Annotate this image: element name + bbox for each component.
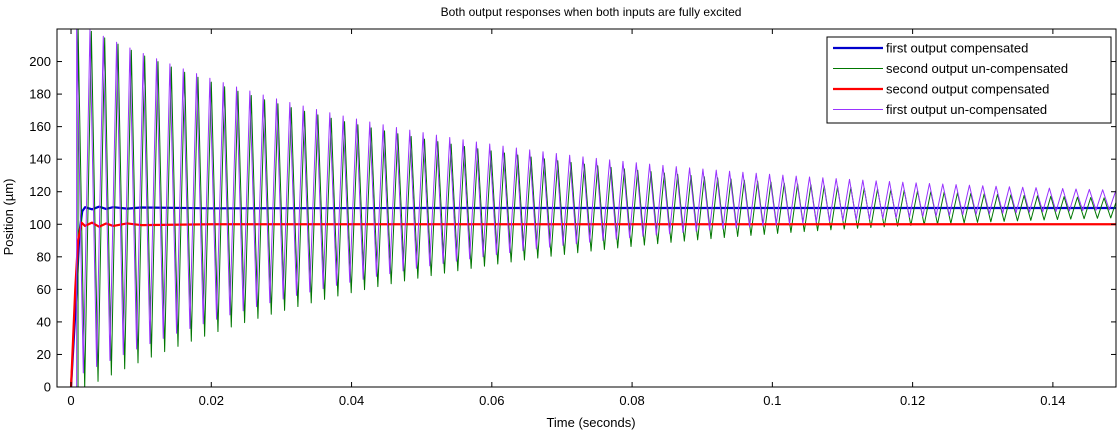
x-tick-label: 0.12 <box>900 393 925 408</box>
y-tick-label: 140 <box>29 152 51 167</box>
x-tick-label: 0 <box>67 393 74 408</box>
chart-title: Both output responses when both inputs a… <box>441 5 742 19</box>
y-tick-label: 100 <box>29 217 51 232</box>
legend-label: second output un-compensated <box>886 61 1068 76</box>
y-tick-label: 80 <box>37 249 51 264</box>
x-tick-label: 0.04 <box>339 393 364 408</box>
legend-label: first output compensated <box>886 41 1028 56</box>
legend-label: second output compensated <box>886 82 1049 97</box>
axes-box <box>56 28 1117 388</box>
y-tick-label: 200 <box>29 54 51 69</box>
legend-label: first output un-compensated <box>886 102 1047 117</box>
x-axis-label: Time (seconds) <box>546 415 635 430</box>
y-tick-label: 160 <box>29 119 51 134</box>
x-tick-label: 0.08 <box>619 393 644 408</box>
y-tick-label: 20 <box>37 347 51 362</box>
y-tick-label: 0 <box>44 380 51 395</box>
legend: first output compensated second output un… <box>826 36 1112 124</box>
series-lines <box>69 29 1116 387</box>
y-tick-label: 180 <box>29 87 51 102</box>
y-tick-label: 40 <box>37 314 51 329</box>
y-axis-label: Position (µm) <box>1 179 16 256</box>
series-line-2 <box>71 29 1116 387</box>
series-line-3 <box>69 221 1116 387</box>
y-tick-label: 120 <box>29 184 51 199</box>
y-tick-label: 60 <box>37 282 51 297</box>
x-tick-label: 0.02 <box>199 393 224 408</box>
series-line-4 <box>71 29 1116 387</box>
x-tick-label: 0.1 <box>763 393 781 408</box>
x-tick-label: 0.14 <box>1040 393 1065 408</box>
legend-box <box>826 36 1112 124</box>
plot-area: 0 0.02 0.04 0.06 0.08 0.1 0.12 0.14 0 20 40 60 80 100… <box>29 28 1117 408</box>
x-tick-label: 0.06 <box>479 393 504 408</box>
